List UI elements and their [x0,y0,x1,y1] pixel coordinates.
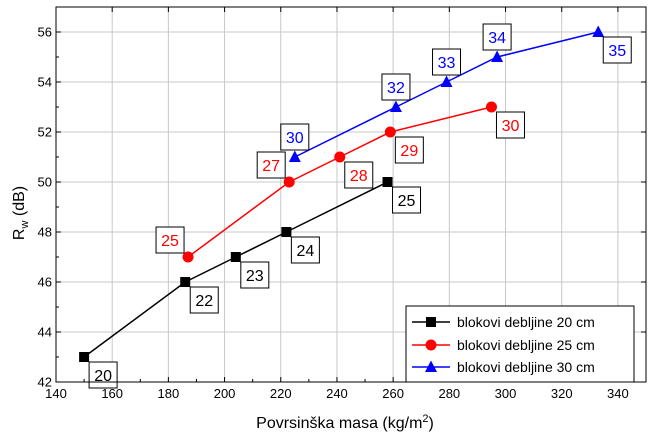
x-tick-label: 220 [270,386,292,401]
point-label: 30 [286,130,304,147]
x-tick-label: 200 [214,386,236,401]
tick-labels: 140 160 180 200 220 240 260 280 300 320 340 42 44 46 4… [38,25,629,402]
point-label-box [280,123,310,151]
data-point-circle [485,101,497,113]
data-point-square [382,177,393,187]
point-label: 25 [398,193,416,210]
x-tick-label: 340 [607,386,629,401]
x-tick-label: 140 [45,386,67,401]
legend-marker-circle [425,339,437,351]
legend-marker-square [426,317,436,327]
point-label-box [432,48,462,76]
point-label: 25 [161,233,179,250]
point-label-box [602,36,632,64]
legend-entry-20cm: blokovi debljine 20 cm [412,314,595,330]
plot-frame [55,6,647,383]
x-tick-label: 320 [551,386,573,401]
x-axis-title-sup: 2 [422,413,428,425]
point-label: 27 [262,158,280,175]
x-tick-label: 280 [438,386,460,401]
x-tick-label: 300 [495,386,517,401]
y-axis-title-sub: w [19,221,31,230]
y-axis-title-main: R [11,229,28,241]
point-label: 24 [296,243,314,260]
point-label-box [256,151,286,179]
point-label-box [394,136,424,164]
point-label-box [88,361,118,389]
point-label: 30 [502,118,520,135]
y-tick-label: 50 [38,175,52,190]
point-label-box [392,186,422,214]
legend-label-30cm: blokovi debljine 30 cm [457,359,595,375]
y-tick-label: 54 [38,75,52,90]
y-axis-title: Rw (dB) [11,186,31,240]
x-axis-title-main: Povrsinška masa (kg/m [256,415,422,432]
point-label-box [381,73,411,101]
data-point-triangle [389,100,402,112]
x-axis-title: Povrsinška masa (kg/m2) [256,413,434,432]
data-point-triangle [491,50,504,62]
point-label-box [482,23,512,51]
legend: blokovi debljine 20 cm blokovi debljine … [405,305,635,383]
point-label-box [240,261,270,289]
point-label: 23 [246,268,264,285]
x-tick-label: 240 [326,386,348,401]
point-label: 33 [438,55,456,72]
data-point-square [79,352,90,362]
x-tick-label: 260 [382,386,404,401]
legend-label-20cm: blokovi debljine 20 cm [457,314,595,330]
legend-entry-30cm: blokovi debljine 30 cm [412,359,595,375]
y-tick-label: 56 [38,25,52,40]
point-labels: 20 22 23 24 25 25 27 28 29 30 30 32 33 34 35 [88,23,632,389]
x-axis-title-suffix: ) [429,415,434,432]
point-label: 35 [608,43,626,60]
point-label-box [344,161,374,189]
data-point-triangle [440,75,453,87]
data-point-circle [384,126,396,138]
data-point-triangle [288,150,301,162]
legend-marker-triangle [425,360,437,372]
legend-entry-25cm: blokovi debljine 25 cm [412,337,595,353]
point-label: 22 [195,293,213,310]
x-tick-label: 160 [101,386,123,401]
legend-box [405,305,635,383]
y-tick-label: 42 [38,375,52,390]
y-tick-label: 44 [38,325,52,340]
y-tick-label: 52 [38,125,52,140]
point-label-box [495,111,525,139]
y-axis-title-suffix: (dB) [11,186,28,221]
point-label: 29 [400,143,418,160]
data-point-square [281,227,292,237]
y-tick-label: 48 [38,225,52,240]
y-tick-label: 46 [38,275,52,290]
point-label-box [155,226,185,254]
point-label-box [290,236,320,264]
data-point-circle [283,176,295,188]
legend-label-25cm: blokovi debljine 25 cm [457,337,595,353]
point-label: 28 [350,168,368,185]
x-tick-label: 180 [158,386,180,401]
data-point-circle [334,151,346,163]
data-point-circle [182,251,194,263]
point-label: 20 [94,368,112,385]
point-label: 34 [488,30,506,47]
data-point-triangle [592,25,605,37]
data-point-square [230,252,241,262]
series-layer [79,25,605,362]
point-label-box [189,286,219,314]
point-label: 32 [387,80,405,97]
data-point-square [180,277,191,287]
